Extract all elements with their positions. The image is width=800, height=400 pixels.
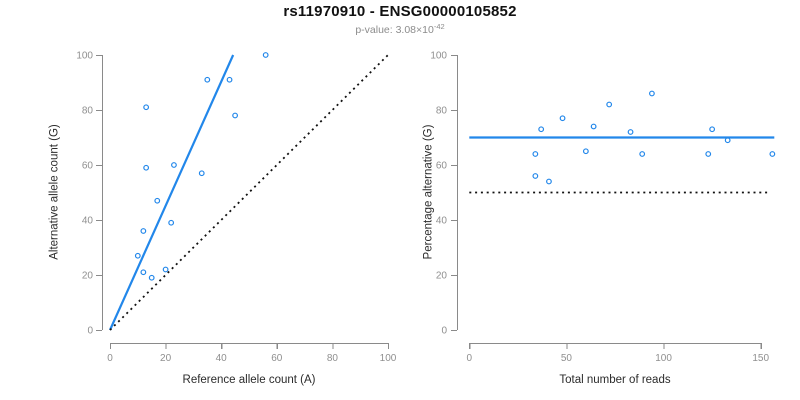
x-tick-label: 50 [561,353,573,364]
y-tick-label: 40 [436,216,448,227]
x-tick-label: 80 [327,353,339,364]
data-point [162,266,169,273]
pvalue-text: p-value: 3.08×10 [355,24,434,36]
data-point [262,52,269,58]
x-tick-label: 150 [752,353,769,364]
right-y-axis-title: Percentage alternative (G) [422,124,434,260]
data-point [627,129,634,135]
data-point [204,76,211,83]
x-tick-label: 0 [107,353,113,364]
data-point [140,269,147,276]
data-point [769,151,776,157]
y-tick-label: 100 [76,51,93,62]
data-point [140,228,147,234]
right-plot: 0 20 40 60 80 100 0 50 100 150 [430,51,776,364]
data-point [639,151,646,157]
data-point [590,123,597,130]
data-point [538,126,545,133]
x-tick-label: 40 [216,353,228,364]
left-y-axis-title: Alternative allele count (G) [48,124,60,260]
plot-title: rs11970910 - ENSG00000105852 [283,3,517,20]
data-point [143,104,150,111]
y-tick-label: 60 [436,161,448,172]
y-tick-label: 0 [87,326,93,337]
y-tick-label: 80 [436,106,448,117]
data-point [582,148,589,155]
data-point [171,162,177,168]
data-point [168,219,175,226]
data-point [532,151,539,157]
x-tick-label: 0 [467,353,473,364]
data-point [232,112,239,119]
left-plot: 0 20 40 60 80 100 0 20 40 60 80 100 [76,51,396,365]
data-point [649,90,655,97]
data-point [154,197,161,204]
data-point [532,173,539,179]
data-point [724,137,731,144]
data-point [198,170,205,177]
y-tick-label: 40 [82,216,94,227]
y-tick-label: 60 [82,161,94,172]
data-point [559,115,566,122]
pvalue-exponent: -42 [433,22,445,31]
data-point [134,252,141,259]
y-tick-label: 20 [436,271,448,282]
fit-line [108,54,235,331]
x-tick-label: 100 [380,353,397,364]
y-tick-label: 20 [82,271,94,282]
y-tick-label: 0 [441,326,447,337]
plot-subtitle: p-value: 3.08×10-42 [0,22,800,36]
data-point [606,101,613,108]
data-point [143,164,150,171]
data-point [705,151,712,157]
left-x-axis-title: Reference allele count (A) [182,374,316,386]
x-tick-label: 60 [271,353,283,364]
right-x-axis-title: Total number of reads [559,374,671,386]
y-tick-label: 100 [430,51,447,62]
x-tick-label: 100 [655,353,672,364]
y-tick-label: 80 [82,106,94,117]
data-point [709,126,716,133]
identity-line [109,54,389,331]
data-point [148,274,155,281]
data-point [546,178,552,185]
data-point [226,76,233,83]
x-tick-label: 20 [160,353,172,364]
